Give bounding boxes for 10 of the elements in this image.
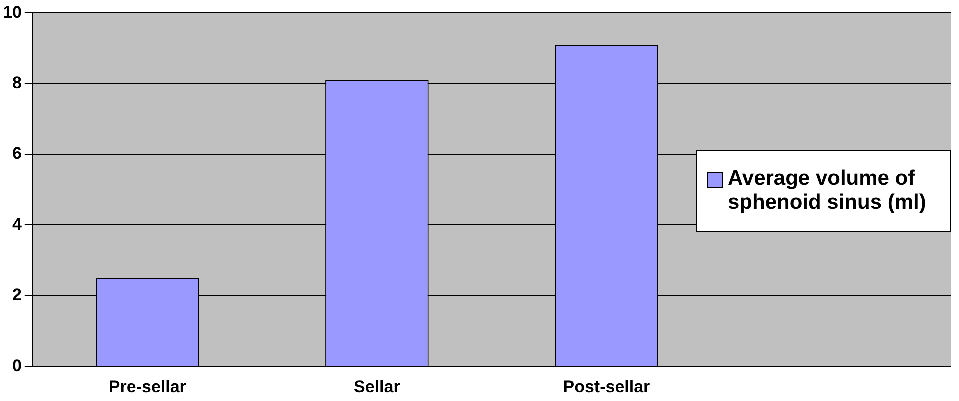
y-tick-label: 6 — [12, 144, 22, 164]
legend-label: Average volume of sphenoid sinus (ml) — [728, 167, 928, 215]
x-tick-label: Sellar — [354, 377, 401, 396]
x-tick-label: Post-sellar — [563, 377, 651, 396]
y-tick-label: 0 — [12, 356, 22, 376]
y-tick-label: 8 — [12, 74, 22, 93]
x-tick-label: Pre-sellar — [108, 377, 187, 396]
y-tick-label: 4 — [12, 214, 22, 234]
y-tick-label: 2 — [12, 286, 22, 305]
y-tick-label: 10 — [2, 2, 22, 22]
